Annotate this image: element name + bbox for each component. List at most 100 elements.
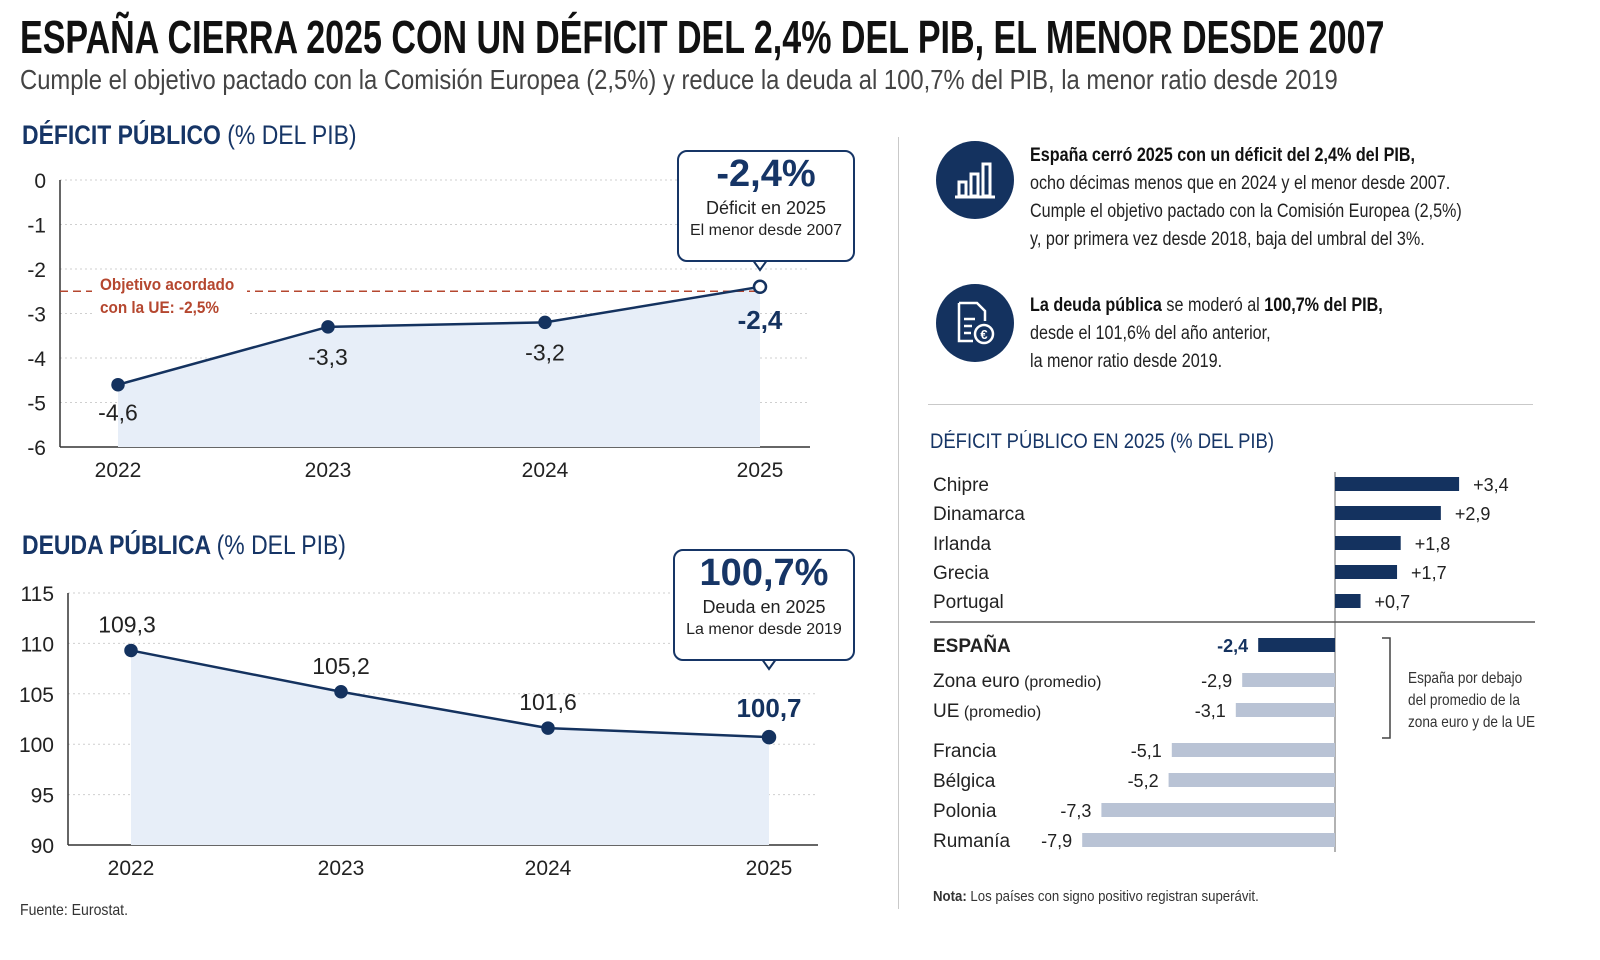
bracket-annotation: España por debajo del promedio de la zon… <box>1408 670 1536 731</box>
data-point <box>761 729 777 745</box>
source-note: Fuente: Eurostat. <box>20 902 129 919</box>
horizontal-divider <box>928 404 1533 405</box>
x-tick-label: 2024 <box>522 459 569 482</box>
data-point <box>538 315 552 330</box>
category-label: ESPAÑA <box>933 635 1011 657</box>
headline: ESPAÑA CIERRA 2025 CON UN DÉFICIT DEL 2,… <box>20 11 1385 63</box>
y-tick-label: 0 <box>34 170 46 193</box>
data-label: 100,7 <box>736 693 801 723</box>
y-tick-label: -6 <box>27 437 46 460</box>
category-suffix: (promedio) <box>959 704 1041 721</box>
deficit-callout: -2,4% Déficit en 2025 El menor desde 200… <box>677 150 855 262</box>
value-label: -2,4 <box>1217 636 1248 656</box>
data-point <box>111 377 125 392</box>
vertical-divider <box>898 137 899 909</box>
series-line <box>130 649 770 739</box>
bar <box>1258 638 1335 652</box>
y-tick-label: -1 <box>27 215 46 238</box>
value-label: -3,1 <box>1195 701 1226 721</box>
value-label: -2,9 <box>1201 671 1232 691</box>
bar <box>1335 565 1398 579</box>
category-label: UE (promedio) <box>933 701 1041 722</box>
value-label: -5,1 <box>1131 741 1162 761</box>
bar <box>1171 743 1335 757</box>
value-label: +1,8 <box>1415 534 1451 554</box>
data-label: -4,6 <box>98 400 138 426</box>
value-label: +2,9 <box>1455 504 1491 524</box>
callout-line: Déficit en 2025 <box>705 198 827 218</box>
data-point <box>541 721 555 735</box>
value-label: -7,9 <box>1041 831 1072 851</box>
category-label: Grecia <box>933 563 989 584</box>
value-label: -7,3 <box>1060 801 1091 821</box>
deficit-summary: España cerró 2025 con un déficit del 2,4… <box>1030 145 1462 250</box>
y-tick-label: 90 <box>31 835 54 858</box>
callout-line: Deuda en 2025 <box>702 597 826 617</box>
euro-document-icon: € <box>936 284 1014 362</box>
y-tick-label: -3 <box>27 304 46 327</box>
series-line <box>117 285 761 386</box>
x-tick-label: 2022 <box>108 857 155 880</box>
callout-line: El menor desde 2007 <box>689 222 843 239</box>
category-suffix: (promedio) <box>1020 674 1102 691</box>
data-label: 109,3 <box>98 611 156 637</box>
x-tick-label: 2024 <box>525 857 572 880</box>
data-point <box>334 685 348 699</box>
y-tick-label: 110 <box>21 633 54 656</box>
y-tick-label: -2 <box>27 259 46 282</box>
svg-text:€: € <box>980 327 987 342</box>
category-label: Irlanda <box>933 534 992 555</box>
x-tick-label: 2025 <box>737 459 784 482</box>
bar <box>1242 673 1335 687</box>
area-fill <box>131 650 769 845</box>
bar <box>1335 506 1441 520</box>
value-label: +0,7 <box>1375 592 1411 612</box>
category-label: Dinamarca <box>933 504 1025 525</box>
data-point <box>321 320 335 334</box>
subheadline: Cumple el objetivo pactado con la Comisi… <box>20 64 1338 95</box>
debt-callout: 100,7% Deuda en 2025 La menor desde 2019 <box>673 549 855 661</box>
data-label: 105,2 <box>312 653 370 679</box>
bar <box>1168 773 1335 787</box>
category-label: Rumanía <box>933 831 1011 852</box>
category-label: Portugal <box>933 592 1004 613</box>
bar <box>1082 833 1335 847</box>
bracket <box>1382 637 1391 739</box>
bar-chart-icon <box>936 141 1014 219</box>
y-tick-label: 105 <box>19 684 54 707</box>
category-label: Polonia <box>933 801 997 822</box>
x-tick-label: 2023 <box>318 857 365 880</box>
footnote: Nota: Los países con signo positivo regi… <box>933 888 1259 905</box>
bar <box>1235 703 1335 717</box>
x-tick-label: 2025 <box>746 857 793 880</box>
debt-summary: La deuda pública se moderó al 100,7% del… <box>1030 295 1383 372</box>
y-tick-label: -4 <box>27 348 46 371</box>
target-label: Objetivo acordado <box>100 275 234 294</box>
debt-chart-title: DEUDA PÚBLICA (% DEL PIB) <box>22 530 346 560</box>
callout-value: 100,7% <box>699 552 829 594</box>
value-label: +3,4 <box>1473 475 1509 495</box>
x-tick-label: 2023 <box>305 459 352 482</box>
y-tick-label: 95 <box>31 785 54 808</box>
area-fill <box>118 286 760 447</box>
callout-line: La menor desde 2019 <box>686 621 842 638</box>
data-point <box>752 279 768 295</box>
y-tick-label: 100 <box>19 734 54 757</box>
callout-value: -2,4% <box>716 153 816 195</box>
y-tick-label: -5 <box>27 393 46 416</box>
data-label: -2,4 <box>738 305 783 335</box>
data-label: -3,3 <box>308 344 348 370</box>
value-label: -5,2 <box>1128 771 1159 791</box>
bar <box>1335 594 1361 608</box>
category-label: Bélgica <box>933 771 996 792</box>
target-label: con la UE: -2,5% <box>100 298 219 317</box>
bar <box>1335 536 1401 550</box>
data-point <box>124 643 138 658</box>
bar <box>1335 477 1460 491</box>
data-label: -3,2 <box>525 339 565 365</box>
data-label: 101,6 <box>519 689 577 715</box>
deficit-chart-title: DÉFICIT PÚBLICO (% DEL PIB) <box>22 120 357 150</box>
bar-chart-title: DÉFICIT PÚBLICO EN 2025 (% DEL PIB) <box>930 430 1275 453</box>
category-label: Francia <box>933 741 997 762</box>
